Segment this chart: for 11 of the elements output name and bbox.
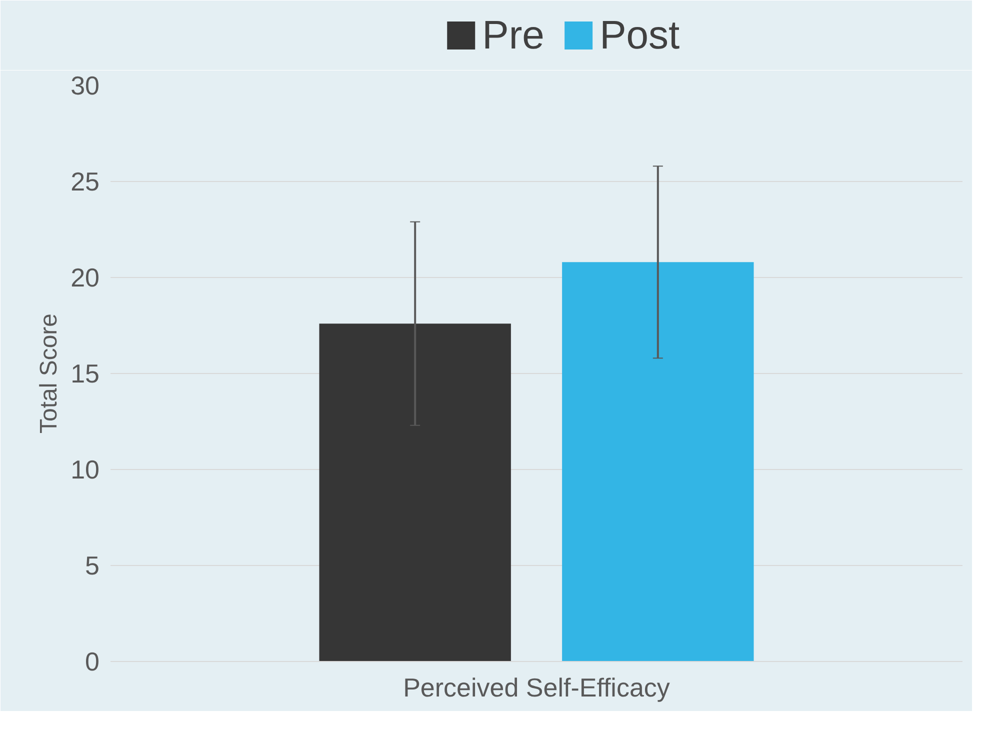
y-tick-label: 5 — [85, 550, 100, 580]
legend-label: Pre — [482, 14, 544, 58]
y-tick-label: 10 — [70, 454, 100, 484]
legend-label: Post — [600, 14, 680, 58]
y-tick-label: 0 — [85, 646, 100, 676]
y-tick-label: 25 — [70, 166, 100, 196]
y-axis-title: Total Score — [36, 313, 63, 434]
y-tick-label: 20 — [70, 262, 100, 292]
y-tick-label: 30 — [70, 70, 100, 100]
y-tick-label: 15 — [70, 358, 100, 388]
x-tick-label: Perceived Self-Efficacy — [403, 672, 670, 702]
